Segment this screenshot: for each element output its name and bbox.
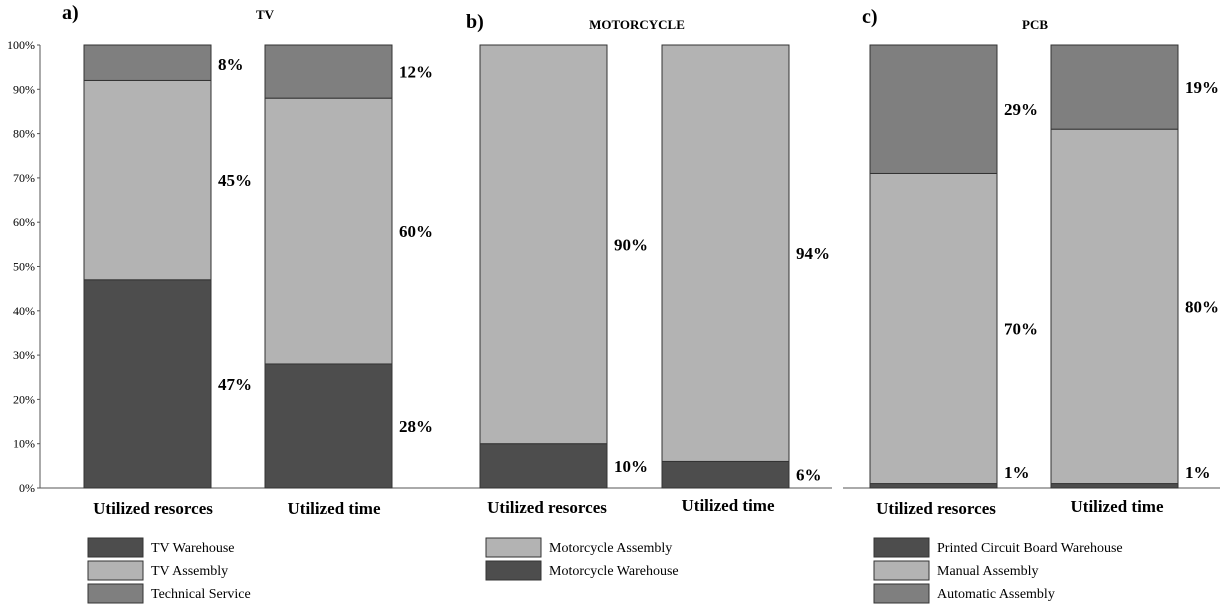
panel-letter: a) <box>62 2 79 24</box>
data-label: 45% <box>218 171 252 190</box>
legend-label: TV Warehouse <box>151 541 235 556</box>
y-tick-label: 90% <box>13 82 35 96</box>
y-tick-label: 10% <box>13 437 35 451</box>
bar-segment <box>869 44 998 174</box>
legend-label: TV Assembly <box>151 564 228 579</box>
legend-swatch <box>87 560 144 581</box>
data-label: 94% <box>796 244 830 263</box>
chart-title: PCB <box>1022 17 1048 32</box>
legend-label: Printed Circuit Board Warehouse <box>937 541 1123 556</box>
data-label: 6% <box>796 466 822 485</box>
legend-label: Manual Assembly <box>937 564 1039 579</box>
legend: Printed Circuit Board Warehouse Manual As… <box>873 537 1123 604</box>
legend-swatch <box>87 583 144 604</box>
y-tick-label: 30% <box>13 348 35 362</box>
panel-letter: c) <box>862 6 878 28</box>
data-label: 1% <box>1004 463 1030 482</box>
legend-swatch <box>873 560 930 581</box>
legend-swatch <box>485 537 542 558</box>
data-label: 90% <box>614 235 648 254</box>
chart-title: MOTORCYCLE <box>589 17 685 32</box>
data-label: 10% <box>614 457 648 476</box>
data-label: 47% <box>218 375 252 394</box>
bar-segment <box>479 44 608 445</box>
y-tick-label: 80% <box>13 127 35 141</box>
bar-segment <box>264 97 393 365</box>
legend-swatch <box>87 537 144 558</box>
x-category-label: Utilized resorces <box>487 498 607 517</box>
bar-segment <box>264 44 393 99</box>
chart-panel-2: b) MOTORCYCLE 10% 90% Utilized resorces 6% 94%… <box>453 11 832 581</box>
legend-label: Automatic Assembly <box>937 587 1055 602</box>
x-category-label: Utilized resorces <box>876 499 996 518</box>
bar-segment <box>1050 128 1179 485</box>
x-category-label: Utilized resorces <box>93 499 213 518</box>
x-category-label: Utilized time <box>682 496 775 515</box>
data-label: 70% <box>1004 320 1038 339</box>
bar-segment <box>264 363 393 489</box>
bar-segment <box>83 279 212 489</box>
data-label: 28% <box>399 417 433 436</box>
data-label: 8% <box>218 55 244 74</box>
y-tick-label: 0% <box>19 481 35 495</box>
y-tick-label: 50% <box>13 260 35 274</box>
bar-segment <box>869 483 998 489</box>
y-tick-label: 40% <box>13 304 35 318</box>
bar-segment <box>869 172 998 485</box>
data-label: 1% <box>1185 463 1211 482</box>
legend-swatch <box>873 583 930 604</box>
y-tick-label: 100% <box>7 38 35 52</box>
legend-swatch <box>485 560 542 581</box>
bar-segment <box>661 460 790 489</box>
x-category-label: Utilized time <box>288 499 381 518</box>
bar-segment <box>1050 483 1179 489</box>
y-tick-label: 70% <box>13 171 35 185</box>
legend-swatch <box>873 537 930 558</box>
data-label: 80% <box>1185 297 1219 316</box>
x-category-label: Utilized time <box>1071 497 1164 516</box>
bar-segment <box>83 44 212 81</box>
bar-segment <box>479 443 608 489</box>
data-label: 12% <box>399 63 433 82</box>
panel-letter: b) <box>466 11 484 33</box>
bar-segment <box>661 44 790 462</box>
legend-label: Motorcycle Warehouse <box>549 564 679 579</box>
legend-label: Motorcycle Assembly <box>549 541 672 556</box>
data-label: 29% <box>1004 100 1038 119</box>
legend: TV Warehouse TV Assembly Technical Service <box>87 537 251 604</box>
data-label: 60% <box>399 222 433 241</box>
bar-segment <box>1050 44 1179 130</box>
chart-title: TV <box>256 7 275 22</box>
bar-segment <box>83 79 212 281</box>
data-label: 19% <box>1185 78 1219 97</box>
y-tick-label: 20% <box>13 392 35 406</box>
y-tick-label: 60% <box>13 215 35 229</box>
legend: Motorcycle Assembly Motorcycle Warehouse <box>485 537 679 581</box>
chart-panel-3: c) PCB 1% 70% 29% Utilized resorces 1% 80% 19% Ut… <box>843 6 1220 604</box>
chart-panel-1: a) TV 0% 10% 20% 30% 40% 50% 60% 70% 80% 90% 100% 47%… <box>7 2 460 604</box>
legend-label: Technical Service <box>151 587 251 602</box>
